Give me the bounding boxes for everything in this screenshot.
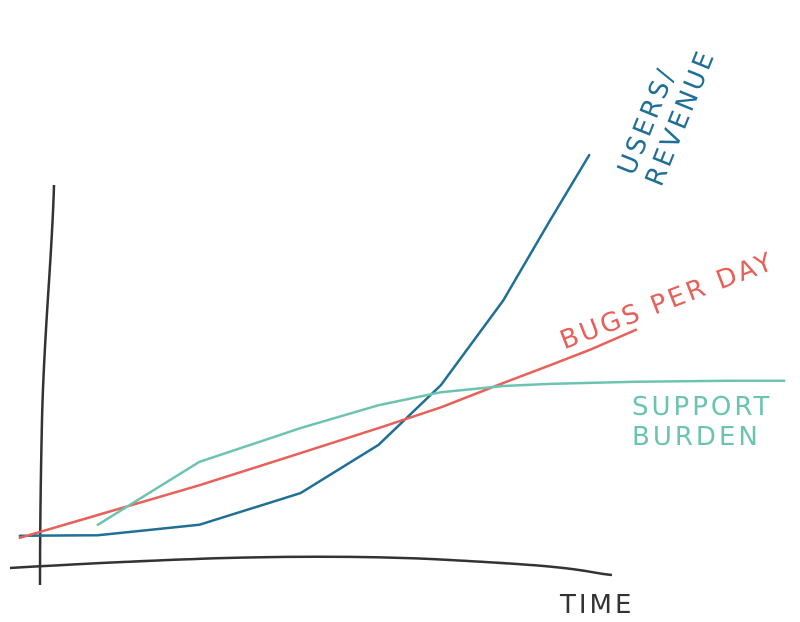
series-line [18, 153, 591, 538]
y-axis [38, 184, 56, 586]
x-axis [9, 555, 613, 577]
series-label: SUPPORT BURDEN [632, 392, 773, 452]
series-line [18, 328, 638, 540]
x-axis-label: TIME [560, 590, 635, 620]
series-line [96, 379, 786, 527]
